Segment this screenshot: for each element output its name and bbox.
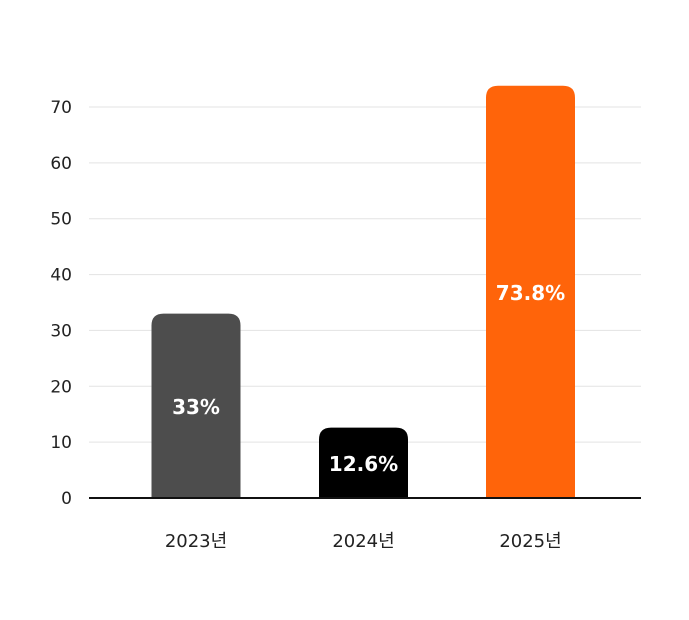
y-tick-label: 40 xyxy=(50,266,72,286)
y-tick-label: 0 xyxy=(61,489,72,509)
y-tick-label: 70 xyxy=(50,98,72,118)
bars xyxy=(151,85,575,498)
x-axis-ticks: 2023년 2024년 2025년 xyxy=(165,531,562,552)
bar-2024년 xyxy=(319,427,408,498)
value-label: 33% xyxy=(172,395,220,419)
x-tick-label: 2023년 xyxy=(165,531,227,552)
x-tick-label: 2025년 xyxy=(499,531,561,552)
y-tick-label: 50 xyxy=(50,210,72,230)
x-tick-label: 2024년 xyxy=(332,531,394,552)
value-label: 12.6% xyxy=(329,452,398,476)
y-tick-label: 60 xyxy=(50,154,72,174)
value-label: 73.8% xyxy=(496,281,565,305)
bar-2025년 xyxy=(486,85,575,498)
y-tick-label: 10 xyxy=(50,433,72,453)
value-labels: 33% 12.6% 73.8% xyxy=(172,281,565,476)
bar-2023년 xyxy=(151,313,241,498)
y-axis-ticks: 0 10 20 30 40 50 60 70 xyxy=(50,98,72,509)
y-tick-label: 30 xyxy=(50,321,72,341)
y-tick-label: 20 xyxy=(50,377,72,397)
